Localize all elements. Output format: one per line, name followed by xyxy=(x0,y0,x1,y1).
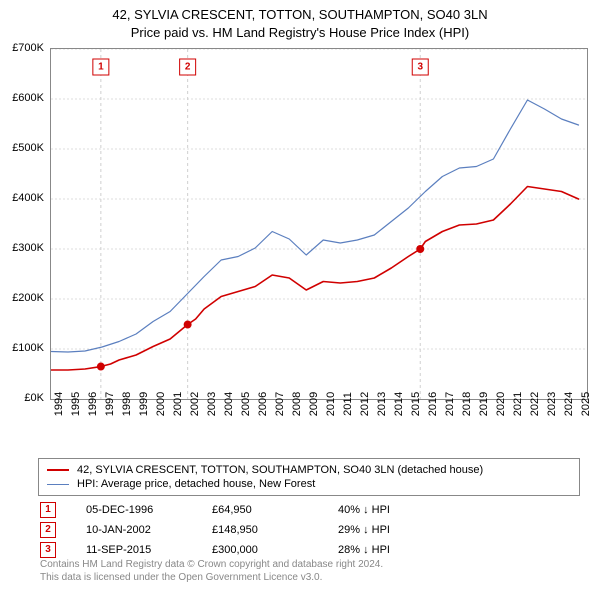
x-tick-label: 2008 xyxy=(291,392,303,416)
annotations-table: 1 05-DEC-1996 £64,950 40% ↓ HPI 2 10-JAN… xyxy=(34,500,580,560)
x-tick-label: 2006 xyxy=(257,392,269,416)
y-axis-ticks: £0K£100K£200K£300K£400K£500K£600K£700K xyxy=(0,48,48,398)
x-tick-label: 2025 xyxy=(580,392,592,416)
legend-label-hpi: HPI: Average price, detached house, New … xyxy=(77,478,315,490)
x-tick-label: 2007 xyxy=(274,392,286,416)
legend-label-property: 42, SYLVIA CRESCENT, TOTTON, SOUTHAMPTON… xyxy=(77,464,483,476)
y-tick-label: £700K xyxy=(12,42,44,54)
x-tick-label: 2009 xyxy=(308,392,320,416)
plot-area: 1 2 3 xyxy=(50,48,588,400)
plot-svg: 1 2 3 xyxy=(51,49,587,399)
x-tick-label: 2002 xyxy=(189,392,201,416)
x-tick-label: 2013 xyxy=(376,392,388,416)
annotation-hpi-3: 28% ↓ HPI xyxy=(338,544,390,556)
annotation-date-2: 10-JAN-2002 xyxy=(86,524,182,536)
x-tick-label: 2012 xyxy=(359,392,371,416)
x-tick-label: 1998 xyxy=(121,392,133,416)
y-tick-label: £500K xyxy=(12,142,44,154)
legend: 42, SYLVIA CRESCENT, TOTTON, SOUTHAMPTON… xyxy=(38,458,580,496)
annotation-marker-2: 2 xyxy=(40,522,56,538)
annotation-row-1: 1 05-DEC-1996 £64,950 40% ↓ HPI xyxy=(34,500,580,520)
x-tick-label: 2021 xyxy=(512,392,524,416)
x-tick-label: 2001 xyxy=(172,392,184,416)
annotation-hpi-2: 29% ↓ HPI xyxy=(338,524,390,536)
annotation-row-2: 2 10-JAN-2002 £148,950 29% ↓ HPI xyxy=(34,520,580,540)
x-tick-label: 2005 xyxy=(240,392,252,416)
x-tick-label: 2015 xyxy=(410,392,422,416)
legend-item-property: 42, SYLVIA CRESCENT, TOTTON, SOUTHAMPTON… xyxy=(47,463,571,477)
x-tick-label: 1996 xyxy=(87,392,99,416)
legend-swatch-property xyxy=(47,469,69,471)
legend-item-hpi: HPI: Average price, detached house, New … xyxy=(47,477,571,491)
chart-container: 42, SYLVIA CRESCENT, TOTTON, SOUTHAMPTON… xyxy=(0,0,600,590)
x-tick-label: 1995 xyxy=(70,392,82,416)
annotation-date-3: 11-SEP-2015 xyxy=(86,544,182,556)
annotation-price-2: £148,950 xyxy=(212,524,308,536)
x-tick-label: 2004 xyxy=(223,392,235,416)
x-tick-label: 2024 xyxy=(563,392,575,416)
y-tick-label: £0K xyxy=(24,392,44,404)
x-tick-label: 2000 xyxy=(155,392,167,416)
x-tick-label: 2017 xyxy=(444,392,456,416)
annotation-price-1: £64,950 xyxy=(212,504,308,516)
svg-text:3: 3 xyxy=(417,62,423,73)
svg-text:2: 2 xyxy=(185,62,191,73)
x-tick-label: 2020 xyxy=(495,392,507,416)
x-tick-label: 1997 xyxy=(104,392,116,416)
x-tick-label: 2016 xyxy=(427,392,439,416)
annotation-marker-1: 1 xyxy=(40,502,56,518)
x-tick-label: 2011 xyxy=(342,392,354,416)
x-tick-label: 1999 xyxy=(138,392,150,416)
x-tick-label: 2018 xyxy=(461,392,473,416)
grid-group xyxy=(51,49,587,349)
footer-line-2: This data is licensed under the Open Gov… xyxy=(40,571,586,584)
annotation-price-3: £300,000 xyxy=(212,544,308,556)
footer-line-1: Contains HM Land Registry data © Crown c… xyxy=(40,558,586,571)
footer: Contains HM Land Registry data © Crown c… xyxy=(34,556,592,586)
marker-dots-group xyxy=(97,245,424,371)
property-line-group xyxy=(51,187,578,371)
x-tick-label: 2010 xyxy=(325,392,337,416)
svg-text:1: 1 xyxy=(98,62,104,73)
x-tick-label: 2003 xyxy=(206,392,218,416)
x-tick-label: 2019 xyxy=(478,392,490,416)
legend-swatch-hpi xyxy=(47,484,69,485)
y-tick-label: £200K xyxy=(12,292,44,304)
title-line-1: 42, SYLVIA CRESCENT, TOTTON, SOUTHAMPTON… xyxy=(0,6,600,24)
marker-labels-group: 1 2 3 xyxy=(93,59,428,75)
y-tick-label: £600K xyxy=(12,92,44,104)
annotation-hpi-1: 40% ↓ HPI xyxy=(338,504,390,516)
title-line-2: Price paid vs. HM Land Registry's House … xyxy=(0,24,600,42)
x-tick-label: 2022 xyxy=(529,392,541,416)
y-tick-label: £300K xyxy=(12,242,44,254)
hpi-line-group xyxy=(51,100,578,352)
x-tick-label: 1994 xyxy=(53,392,65,416)
x-tick-label: 2014 xyxy=(393,392,405,416)
y-tick-label: £400K xyxy=(12,192,44,204)
x-axis-ticks: 1994199519961997199819992000200120022003… xyxy=(50,400,586,456)
x-tick-label: 2023 xyxy=(546,392,558,416)
marker-vline-group xyxy=(101,49,420,399)
chart-title: 42, SYLVIA CRESCENT, TOTTON, SOUTHAMPTON… xyxy=(0,0,600,42)
annotation-date-1: 05-DEC-1996 xyxy=(86,504,182,516)
y-tick-label: £100K xyxy=(12,342,44,354)
